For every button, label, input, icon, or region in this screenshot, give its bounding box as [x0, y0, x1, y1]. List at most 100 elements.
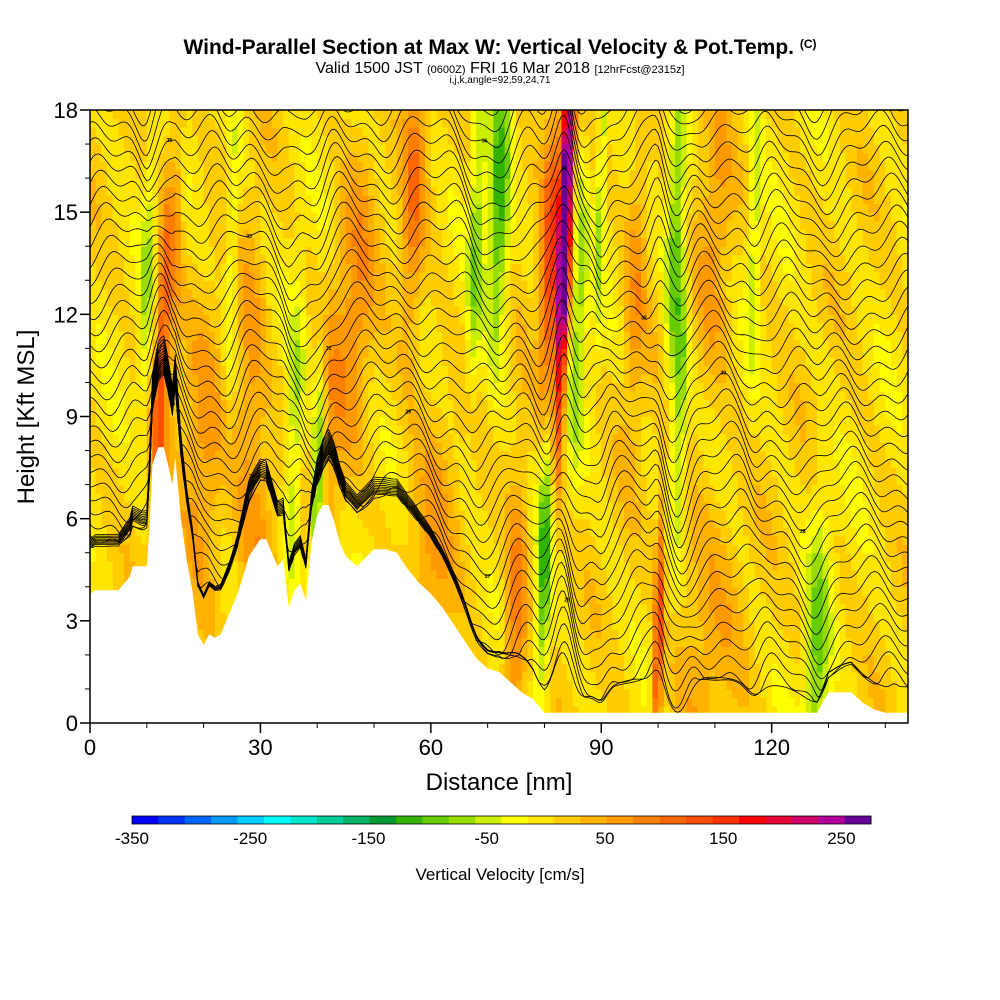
velocity-cell: [192, 518, 199, 528]
velocity-cell: [459, 510, 466, 520]
velocity-cell: [339, 152, 347, 162]
velocity-cell: [442, 501, 449, 511]
velocity-cell: [436, 314, 443, 324]
velocity-cell: [385, 425, 392, 435]
velocity-cell: [283, 246, 290, 256]
velocity-cell: [391, 535, 398, 545]
velocity-cell: [220, 510, 227, 520]
velocity-cell: [356, 229, 364, 239]
velocity-cell: [141, 527, 148, 537]
velocity-cell: [430, 169, 438, 179]
velocity-cell: [339, 365, 347, 375]
velocity-cell: [453, 382, 460, 392]
velocity-cell: [277, 535, 284, 545]
velocity-cell: [220, 527, 227, 537]
velocity-cell: [442, 280, 449, 290]
velocity-cell: [288, 578, 296, 588]
velocity-cell: [237, 212, 244, 222]
velocity-cell: [459, 476, 466, 486]
velocity-cell: [470, 518, 477, 528]
velocity-cell: [402, 271, 409, 281]
velocity-cell: [237, 476, 244, 486]
velocity-cell: [345, 450, 352, 460]
velocity-cell: [453, 144, 460, 154]
velocity-cell: [90, 467, 97, 477]
velocity-cell: [419, 356, 426, 367]
velocity-cell: [220, 433, 227, 443]
velocity-cell: [175, 305, 182, 315]
velocity-cell: [101, 331, 108, 341]
velocity-cell: [220, 331, 227, 341]
velocity-cell: [283, 501, 290, 511]
velocity-cell: [368, 399, 375, 409]
velocity-cell: [328, 348, 335, 358]
velocity-cell: [459, 331, 466, 341]
velocity-cell: [203, 569, 210, 579]
velocity-cell: [232, 382, 239, 392]
velocity-cell: [90, 212, 97, 222]
velocity-cell: [124, 476, 131, 486]
velocity-cell: [232, 246, 239, 256]
velocity-cell: [356, 263, 364, 273]
velocity-cell: [249, 271, 256, 281]
velocity-cell: [396, 314, 404, 324]
velocity-cell: [283, 348, 290, 358]
velocity-cell: [396, 399, 404, 409]
velocity-cell: [396, 127, 404, 137]
velocity-cell: [169, 161, 176, 171]
velocity-cell: [158, 220, 165, 230]
velocity-cell: [112, 518, 119, 528]
velocity-cell: [209, 561, 216, 571]
velocity-cell: [419, 535, 426, 545]
velocity-cell: [186, 544, 193, 554]
velocity-cell: [294, 305, 301, 315]
velocity-cell: [260, 493, 267, 503]
velocity-cell: [101, 484, 108, 494]
velocity-cell: [95, 212, 102, 222]
velocity-cell: [203, 433, 210, 443]
velocity-cell: [436, 527, 443, 537]
velocity-cell: [163, 407, 171, 418]
velocity-cell: [288, 322, 296, 332]
velocity-cell: [243, 297, 250, 307]
velocity-cell: [197, 110, 205, 120]
velocity-cell: [169, 280, 176, 290]
velocity-cell: [459, 467, 466, 477]
velocity-cell: [95, 390, 102, 401]
velocity-cell: [402, 484, 409, 494]
velocity-cell: [430, 331, 438, 341]
velocity-cell: [339, 399, 347, 409]
velocity-cell: [391, 305, 398, 315]
velocity-cell: [425, 425, 432, 435]
velocity-cell: [453, 586, 460, 596]
velocity-cell: [362, 254, 369, 264]
velocity-cell: [419, 152, 426, 162]
velocity-cell: [396, 110, 404, 120]
velocity-cell: [141, 135, 148, 145]
velocity-cell: [129, 390, 137, 401]
velocity-cell: [374, 459, 381, 469]
velocity-cell: [305, 407, 313, 418]
velocity-cell: [413, 527, 421, 537]
velocity-cell: [442, 476, 449, 486]
velocity-cell: [453, 467, 460, 477]
velocity-cell: [419, 459, 426, 469]
velocity-cell: [476, 518, 483, 528]
velocity-cell: [425, 186, 432, 196]
velocity-cell: [374, 535, 381, 545]
velocity-cell: [124, 305, 131, 315]
velocity-cell: [464, 561, 472, 571]
velocity-cell: [464, 118, 472, 128]
velocity-cell: [141, 442, 148, 452]
velocity-cell: [396, 280, 404, 290]
velocity-cell: [436, 467, 443, 477]
velocity-cell: [203, 144, 210, 154]
velocity-cell: [135, 280, 142, 290]
velocity-cell: [237, 203, 244, 213]
velocity-cell: [226, 586, 233, 596]
velocity-cell: [362, 322, 369, 332]
velocity-cell: [413, 152, 421, 162]
velocity-cell: [129, 297, 137, 307]
velocity-cell: [152, 203, 159, 213]
velocity-cell: [277, 433, 284, 443]
